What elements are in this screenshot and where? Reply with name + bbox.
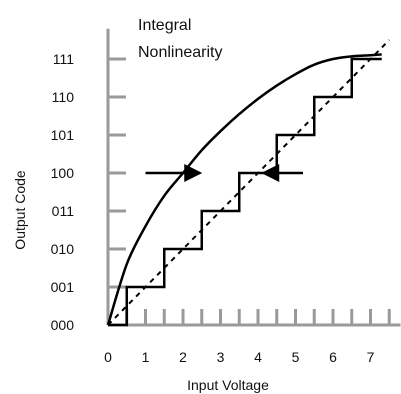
y-tick-label: 100: [51, 165, 75, 181]
y-tick-label: 110: [52, 89, 75, 105]
series-group: [106, 39, 390, 327]
y-tick-label: 010: [51, 241, 75, 257]
arrow-head: [261, 164, 280, 182]
annotation-integral: Integral: [138, 17, 191, 34]
labels-group: Integral Nonlinearity Input Voltage Outp…: [12, 17, 375, 393]
y-tick-label: 101: [51, 127, 75, 143]
x-tick-label: 7: [367, 349, 375, 365]
x-tick-label: 6: [329, 349, 337, 365]
x-tick-label: 2: [179, 349, 187, 365]
x-axis-title: Input Voltage: [187, 377, 269, 393]
y-tick-label: 011: [52, 203, 75, 219]
tick-marks: [108, 57, 391, 325]
annotation-nonlinearity: Nonlinearity: [138, 44, 222, 61]
x-tick-label: 0: [104, 349, 112, 365]
arrow-head: [184, 164, 203, 182]
y-tick-label: 000: [51, 317, 75, 333]
y-tick-label: 111: [53, 51, 74, 67]
y-axis-title: Output Code: [12, 170, 28, 250]
y-tick-label: 001: [51, 279, 75, 295]
nonlinear-curve: [106, 53, 382, 326]
transfer-step-line: [108, 57, 382, 327]
ideal-dashed-line: [107, 39, 390, 326]
x-tick-label: 1: [142, 349, 150, 365]
arrows-group: [145, 164, 303, 182]
x-tick-label: 5: [292, 349, 300, 365]
x-tick-label: 3: [217, 349, 225, 365]
x-tick-label: 4: [254, 349, 262, 365]
